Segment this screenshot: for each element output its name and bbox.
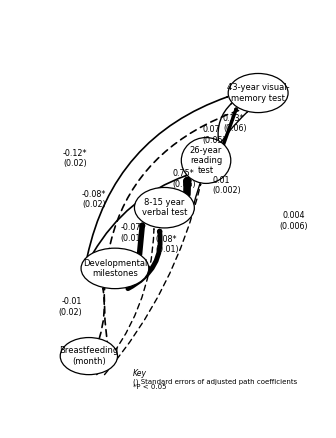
Text: 8-15 year
verbal test: 8-15 year verbal test <box>142 198 187 217</box>
Text: 0.13*
(0.06): 0.13* (0.06) <box>223 114 247 133</box>
Text: -0.01
(0.02): -0.01 (0.02) <box>58 297 82 317</box>
Text: -0.12*
(0.02): -0.12* (0.02) <box>63 149 88 169</box>
Ellipse shape <box>228 74 288 113</box>
Text: 0.08*
(0.01): 0.08* (0.01) <box>155 235 179 254</box>
Text: 0.01
(0.002): 0.01 (0.002) <box>213 176 241 195</box>
Text: Key: Key <box>133 369 147 378</box>
Text: 0.75*
(0.06): 0.75* (0.06) <box>172 170 196 189</box>
Text: -0.07*
(0.01): -0.07* (0.01) <box>120 223 144 243</box>
Ellipse shape <box>181 138 231 184</box>
Text: 0.004
(0.006): 0.004 (0.006) <box>279 212 307 231</box>
Text: 26-year
reading
test: 26-year reading test <box>190 145 222 175</box>
Text: () Standard errors of adjusted path coefficients: () Standard errors of adjusted path coef… <box>133 378 297 385</box>
Ellipse shape <box>134 187 194 228</box>
Text: 43-year visual-
memory test: 43-year visual- memory test <box>227 83 289 103</box>
Text: *P < 0.05: *P < 0.05 <box>133 384 167 390</box>
Ellipse shape <box>81 248 149 289</box>
Text: Breastfeeding
(month): Breastfeeding (month) <box>59 346 119 366</box>
Text: -0.08*
(0.02): -0.08* (0.02) <box>81 190 106 209</box>
Text: Developmental
milestones: Developmental milestones <box>83 259 147 278</box>
Ellipse shape <box>60 338 118 374</box>
Text: 0.07
(0.05): 0.07 (0.05) <box>202 126 226 145</box>
